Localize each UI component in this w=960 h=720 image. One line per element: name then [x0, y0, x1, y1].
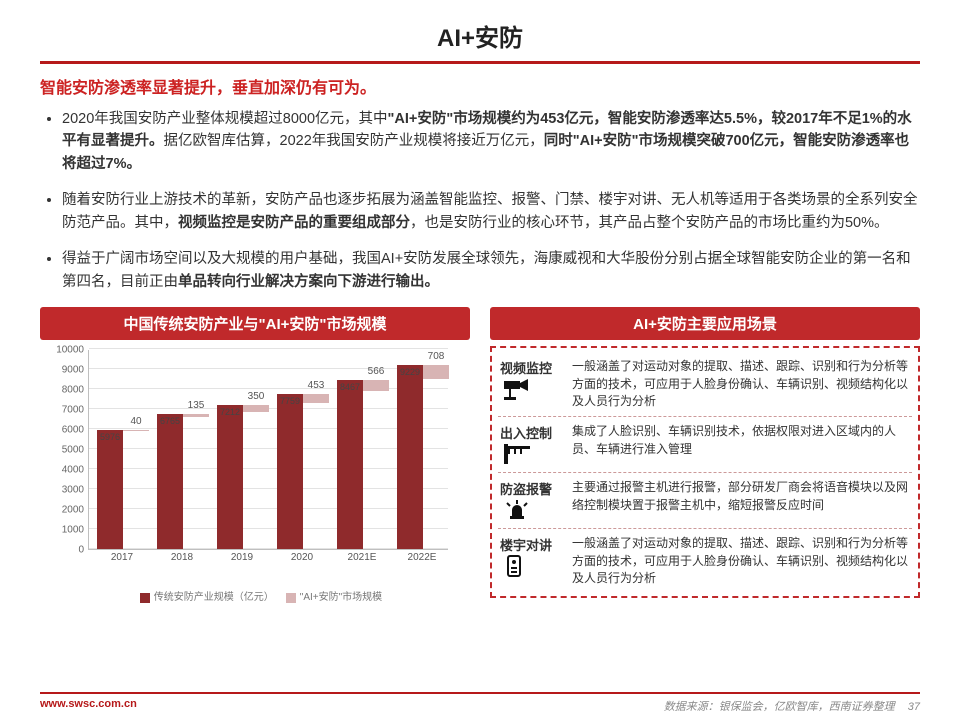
y-tick-label: 6000 — [40, 425, 84, 436]
scenarios-box: 视频监控一般涵盖了对运动对象的提取、描述、跟踪、识别和行为分析等方面的技术，可应… — [490, 346, 920, 597]
scenario-desc: 一般涵盖了对运动对象的提取、描述、跟踪、识别和行为分析等方面的技术，可应用于人脸… — [572, 535, 910, 587]
scenario-name: 防盗报警 — [500, 479, 564, 522]
page-title: AI+安防 — [40, 18, 920, 53]
y-tick-label: 10000 — [40, 345, 84, 356]
legend-label: "AI+安防"市场规模 — [300, 592, 382, 603]
footer-source: 数据来源：银保监会，亿欧智库，西南证券整理 — [664, 701, 895, 713]
alarm-icon — [500, 498, 534, 522]
bar-ai: 708 — [423, 365, 449, 379]
x-tick-label: 2018 — [152, 552, 212, 563]
scenario-name: 视频监控 — [500, 358, 564, 410]
bar-ai: 135 — [183, 414, 209, 417]
y-tick-label: 7000 — [40, 405, 84, 416]
legend-label: 传统安防产业规模（亿元） — [154, 592, 274, 603]
scenario-row: 楼宇对讲一般涵盖了对运动对象的提取、描述、跟踪、识别和行为分析等方面的技术，可应… — [498, 528, 912, 593]
y-tick-label: 9000 — [40, 365, 84, 376]
scenario-row: 视频监控一般涵盖了对运动对象的提取、描述、跟踪、识别和行为分析等方面的技术，可应… — [498, 352, 912, 416]
bar-traditional: 9229 — [397, 365, 423, 550]
bar-ai: 453 — [303, 394, 329, 403]
bar-traditional: 7759 — [277, 394, 303, 549]
body-bullets: 2020年我国安防产业整体规模超过8000亿元，其中"AI+安防"市场规模约为4… — [40, 108, 920, 293]
intercom-icon — [500, 554, 534, 578]
gate-icon — [500, 442, 534, 466]
bar-traditional: 6765 — [157, 414, 183, 549]
y-tick-label: 3000 — [40, 485, 84, 496]
bar-ai: 40 — [123, 430, 149, 431]
chart-legend: 传统安防产业规模（亿元） "AI+安防"市场规模 — [40, 588, 470, 603]
y-tick-label: 4000 — [40, 465, 84, 476]
bullet-item: 随着安防行业上游技术的革新，安防产品也逐步拓展为涵盖智能监控、报警、门禁、楼宇对… — [62, 189, 920, 234]
bar-ai: 350 — [243, 405, 269, 412]
y-tick-label: 1000 — [40, 525, 84, 536]
bullet-item: 2020年我国安防产业整体规模超过8000亿元，其中"AI+安防"市场规模约为4… — [62, 108, 920, 175]
bar-ai: 566 — [363, 380, 389, 391]
x-tick-label: 2019 — [212, 552, 272, 563]
bar-traditional: 5976 — [97, 430, 123, 550]
y-tick-label: 0 — [40, 545, 84, 556]
scenario-desc: 一般涵盖了对运动对象的提取、描述、跟踪、识别和行为分析等方面的技术，可应用于人脸… — [572, 358, 910, 410]
title-rule — [40, 61, 920, 64]
legend-swatch — [286, 593, 296, 603]
subtitle: 智能安防渗透率显著提升，垂直加深仍有可为。 — [40, 74, 920, 98]
chart-title: 中国传统安防产业与"AI+安防"市场规模 — [40, 307, 470, 340]
x-tick-label: 2021E — [332, 552, 392, 563]
legend-swatch — [140, 593, 150, 603]
camera-icon — [500, 377, 534, 401]
x-tick-label: 2017 — [92, 552, 152, 563]
scenario-name: 楼宇对讲 — [500, 535, 564, 587]
bullet-item: 得益于广阔市场空间以及大规模的用户基础，我国AI+安防发展全球领先，海康威视和大… — [62, 248, 920, 293]
plot-area: 597640 6765135 7212350 7759453 8467566 922970… — [88, 350, 448, 550]
scenario-name: 出入控制 — [500, 423, 564, 466]
x-tick-label: 2022E — [392, 552, 452, 563]
market-size-chart: 5976406765135721235077594538467566922970… — [40, 346, 460, 586]
scenario-row: 防盗报警主要通过报警主机进行报警，部分研发厂商会将语音模块以及网络控制模块置于报… — [498, 472, 912, 528]
page-number: 37 — [908, 701, 920, 713]
scenario-desc: 主要通过报警主机进行报警，部分研发厂商会将语音模块以及网络控制模块置于报警主机中… — [572, 479, 910, 522]
bar-traditional: 8467 — [337, 380, 363, 549]
x-tick-label: 2020 — [272, 552, 332, 563]
bar-traditional: 7212 — [217, 405, 243, 549]
scenario-row: 出入控制集成了人脸识别、车辆识别技术，依据权限对进入区域内的人员、车辆进行准入管… — [498, 416, 912, 472]
footer-site: www.swsc.com.cn — [40, 698, 137, 714]
footer: www.swsc.com.cn 数据来源：银保监会，亿欧智库，西南证券整理 37 — [40, 692, 920, 714]
scenario-desc: 集成了人脸识别、车辆识别技术，依据权限对进入区域内的人员、车辆进行准入管理 — [572, 423, 910, 466]
scenarios-title: AI+安防主要应用场景 — [490, 307, 920, 340]
y-tick-label: 2000 — [40, 505, 84, 516]
y-tick-label: 8000 — [40, 385, 84, 396]
y-tick-label: 5000 — [40, 445, 84, 456]
